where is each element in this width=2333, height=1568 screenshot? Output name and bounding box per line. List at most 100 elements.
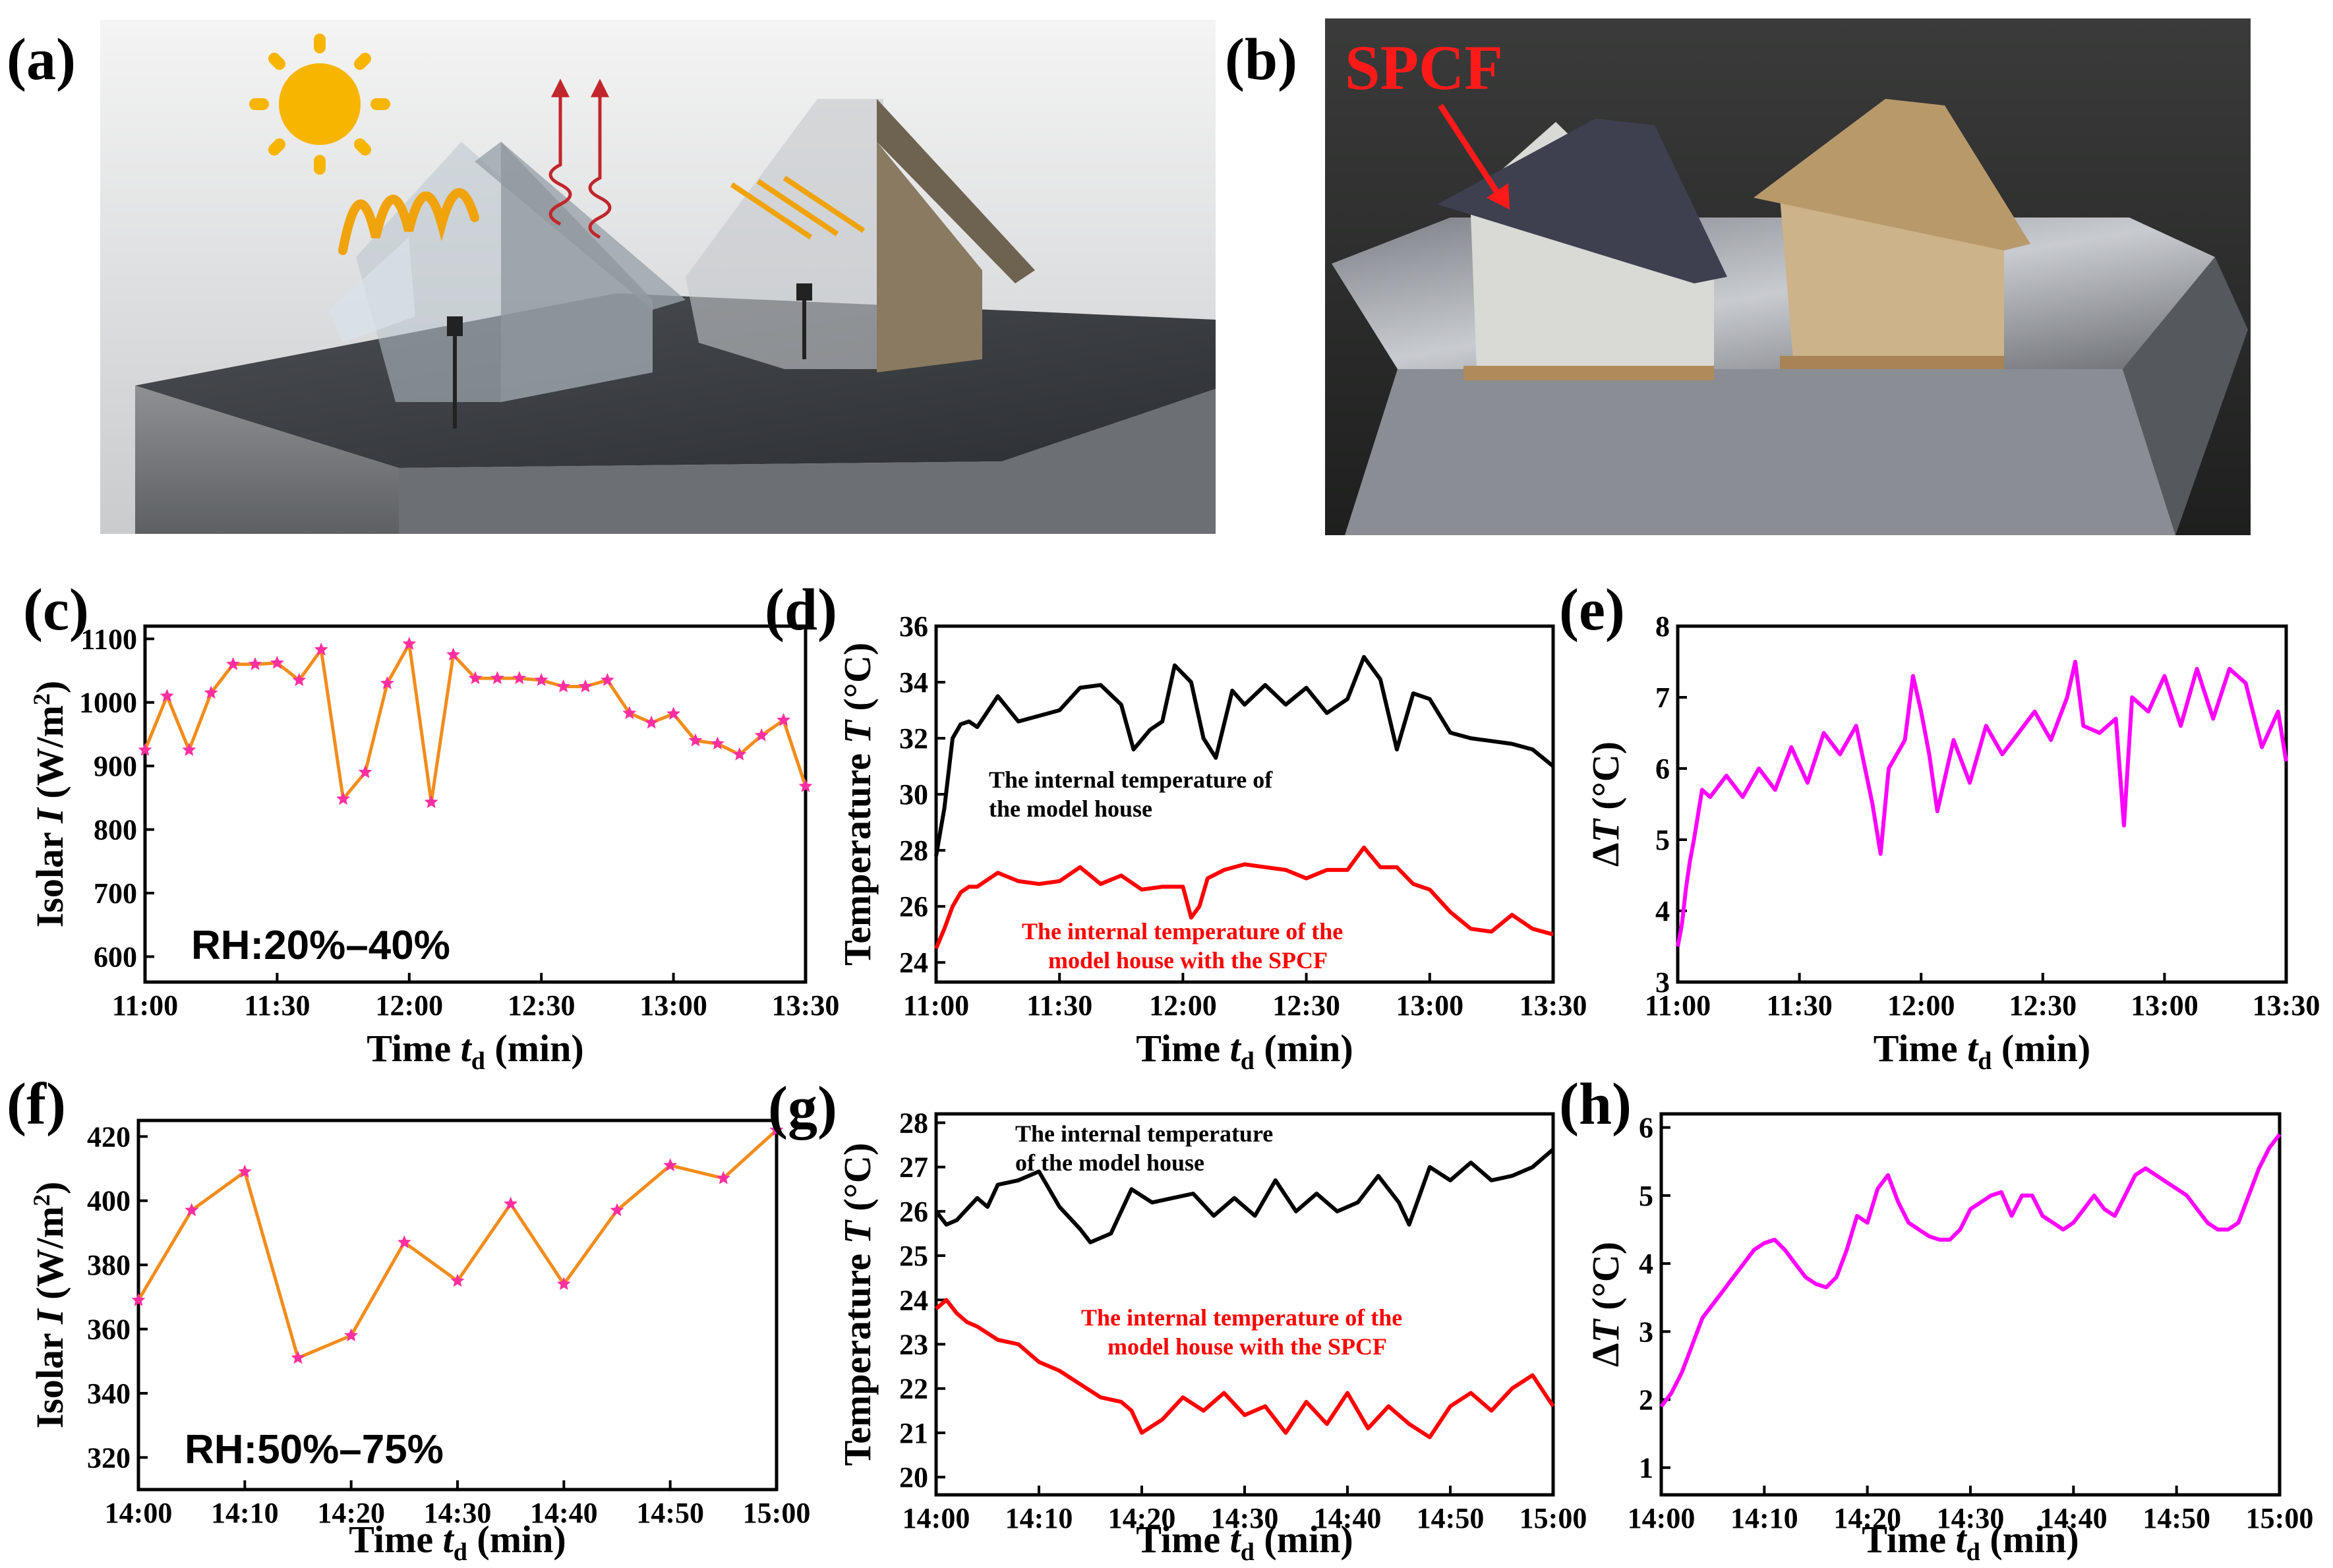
data-point-marker (490, 671, 504, 684)
block-front (135, 386, 399, 534)
series-line-0 (143, 642, 808, 804)
data-point-marker (314, 642, 328, 656)
y-axis-label-var: T (1584, 818, 1627, 843)
data-point-marker (344, 1328, 359, 1342)
x-tick-label: 11:30 (1766, 989, 1832, 1022)
x-tick-label: 14:10 (1005, 1502, 1073, 1534)
data-point-marker (402, 637, 417, 650)
data-point-marker (504, 1196, 518, 1210)
data-point-marker (666, 707, 681, 720)
x-tick-label: 14:50 (2142, 1502, 2210, 1534)
chart-d: (d) 11:00 11:30 12:00 12:30 13:00 13:30 24 26 28 3… (765, 577, 1587, 1075)
y-tick-label: 700 (94, 877, 137, 910)
series-line-0 (934, 1147, 1554, 1244)
y-tick-label: 4 (1655, 895, 1670, 927)
x-tick-label: 14:00 (1628, 1502, 1696, 1534)
data-point-marker (131, 1292, 146, 1306)
data-point-marker (237, 1164, 252, 1178)
charts-layer: (c) 11:00 11:30 12:00 12:30 13:00 13:30 600 700 8… (7, 577, 2320, 1566)
x-tick-label: 14:00 (902, 1502, 970, 1534)
data-point-marker (716, 1171, 730, 1184)
model-house-plain (1754, 99, 2030, 369)
series-line-1 (935, 1298, 1555, 1439)
panel-letter-d: (d) (765, 577, 837, 643)
y-tick-label: 800 (94, 814, 137, 846)
y-axis-label-unit: (°C) (836, 1143, 879, 1221)
data-point-marker (292, 673, 307, 686)
panel-letter-b: (b) (1225, 27, 1297, 92)
y-axis-label-text: Δ (1584, 1343, 1627, 1367)
y-tick-label: 7 (1655, 682, 1670, 714)
y-tick-label: 28 (899, 1107, 928, 1139)
x-tick-label: 13:00 (639, 989, 707, 1022)
x-axis-label-var: t (443, 1518, 455, 1561)
chart-c: (c) 11:00 11:30 12:00 12:30 13:00 13:30 600 700 8… (23, 577, 839, 1075)
spcf-arrow (1438, 103, 1502, 198)
x-tick-label: 14:10 (1730, 1502, 1798, 1534)
y-axis-label-text: Isolar (28, 823, 71, 927)
y-axis-label-var: T (836, 1219, 879, 1244)
x-axis-label-sub: d (454, 1538, 467, 1566)
data-point-marker (644, 715, 659, 729)
rh-annotation: RH:20%–40% (191, 923, 450, 968)
data-point-marker (769, 1122, 784, 1136)
x-axis-label-sub: d (1241, 1047, 1255, 1075)
x-tick-label: 14:30 (1211, 1502, 1279, 1534)
y-axis-label: Isolar I (W/m2) (28, 681, 71, 928)
panel-letter-g: (g) (768, 1075, 837, 1140)
y-tick-label: 1 (1639, 1452, 1653, 1484)
x-axis-label-var: t (461, 1027, 473, 1070)
foil-block-top (1332, 218, 2215, 369)
y-tick-label: 36 (899, 610, 928, 643)
data-point-marker (450, 1273, 465, 1287)
data-point-marker (688, 733, 703, 747)
y-axis-label-unit: (°C) (1584, 741, 1627, 819)
series-annotation-1: The internal temperature of the model hou… (1022, 918, 1343, 973)
chart-h: (h) 14:00 14:10 14:20 14:30 14:40 14:50 15:00 1 2… (1559, 1072, 2313, 1566)
x-tick-label: 12:00 (1149, 989, 1217, 1022)
y-axis-label: ΔT (°C) (1584, 1242, 1627, 1367)
y-tick-label: 21 (899, 1417, 928, 1449)
x-tick-label: 14:50 (1417, 1502, 1485, 1534)
x-axis-label-text: Time (1136, 1518, 1229, 1561)
panel-letter-a: (a) (7, 27, 76, 92)
plot-frame (1676, 624, 2288, 984)
chart-e: (e) 11:00 11:30 12:00 12:30 13:00 13:30 3 4 5 6 7 8 T… (1559, 577, 2320, 1075)
reflection-arrows-icon (338, 188, 479, 255)
y-tick-label: 1000 (79, 687, 137, 719)
data-point-marker (204, 685, 218, 699)
glass-house-right (686, 99, 1035, 372)
model-house-spcf (1437, 119, 1727, 380)
x-axis-label-sub: d (1978, 1047, 1992, 1075)
x-tick-label: 11:00 (1645, 989, 1711, 1022)
y-tick-label: 25 (899, 1240, 928, 1272)
y-tick-label: 420 (87, 1120, 131, 1153)
series-annotation-0: The internal temperature of the model hou… (989, 767, 1273, 822)
x-axis-label-unit: (min) (1255, 1518, 1353, 1561)
x-tick-label: 12:30 (2009, 989, 2077, 1022)
y-tick-label: 380 (87, 1249, 131, 1281)
panel-b: SPCF (1325, 18, 2251, 535)
sunlight-arrows-icon (730, 175, 866, 240)
plot-frame (1659, 1112, 2282, 1497)
x-axis-label-unit: (min) (485, 1027, 584, 1070)
y-tick-label: 32 (899, 722, 928, 755)
x-tick-label: 12:00 (1887, 989, 1955, 1022)
y-tick-label: 26 (899, 890, 928, 923)
data-point-marker (798, 779, 813, 792)
panel-letter-e: (e) (1559, 577, 1625, 643)
y-axis-label: Temperature T (°C) (836, 1143, 879, 1466)
panel-a (100, 20, 1216, 534)
y-axis-label-sup: 2 (28, 1194, 55, 1206)
annotation-line: of the model house (1015, 1149, 1204, 1176)
x-axis-label: Time td (min) (349, 1518, 566, 1566)
chart-g: (g) 14:00 14:10 14:20 14:30 14:40 14:50 15:00 20… (768, 1075, 1587, 1566)
x-tick-label: 14:00 (105, 1497, 173, 1529)
y-axis-label: ΔT (°C) (1584, 741, 1627, 867)
data-point-marker (182, 743, 196, 756)
x-tick-label: 14:50 (636, 1497, 704, 1529)
annotation-line: The internal temperature of the (1022, 918, 1343, 944)
y-axis-label-var: T (1584, 1318, 1627, 1343)
annotation-line: model house with the SPCF (1048, 947, 1328, 973)
data-point-marker (270, 655, 284, 669)
